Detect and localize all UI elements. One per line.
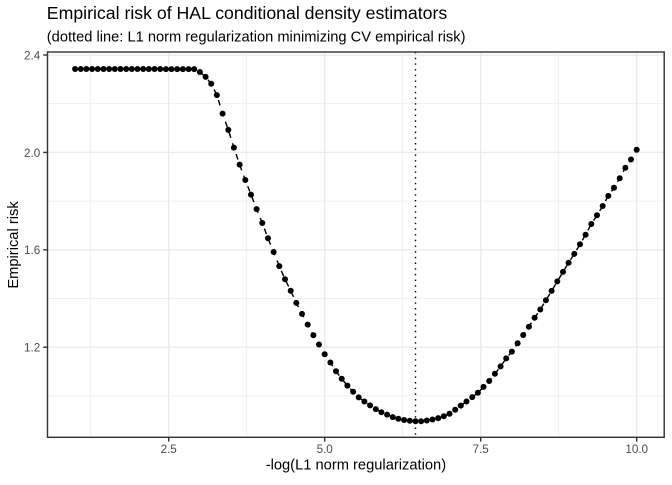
- svg-text:2.0: 2.0: [24, 147, 41, 160]
- svg-text:2.4: 2.4: [24, 49, 41, 62]
- svg-text:(dotted line: L1 norm regulari: (dotted line: L1 norm regularization min…: [47, 29, 466, 45]
- svg-text:7.5: 7.5: [473, 443, 490, 456]
- svg-text:5.0: 5.0: [317, 443, 334, 456]
- svg-text:10.0: 10.0: [625, 443, 648, 456]
- svg-text:2.5: 2.5: [161, 443, 178, 456]
- svg-text:1.6: 1.6: [24, 244, 40, 257]
- svg-text:-log(L1 norm regularization): -log(L1 norm regularization): [266, 457, 446, 473]
- svg-text:1.2: 1.2: [24, 342, 40, 355]
- svg-text:Empirical risk of HAL conditio: Empirical risk of HAL conditional densit…: [47, 3, 448, 23]
- svg-text:Empirical risk: Empirical risk: [6, 201, 22, 289]
